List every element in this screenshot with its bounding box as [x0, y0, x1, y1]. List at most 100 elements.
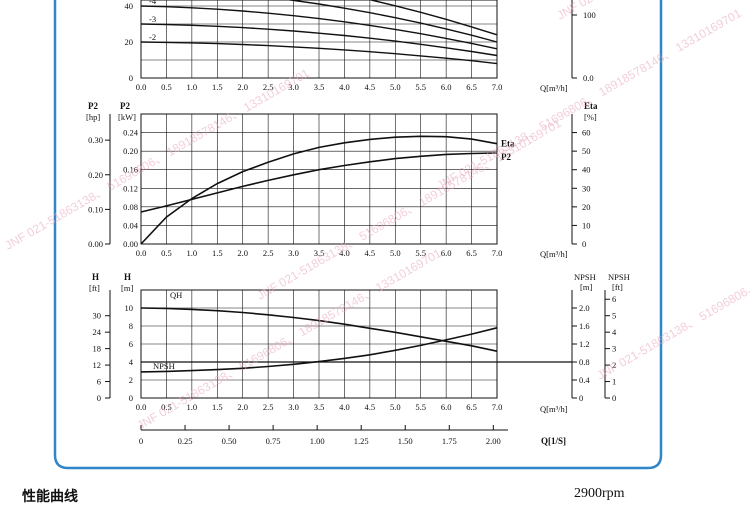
head-curve-label: -3 — [149, 14, 156, 24]
head-right-tick-label: 0.0 — [583, 73, 594, 83]
x-tick-label: 5.0 — [390, 248, 401, 258]
flow-tick-label: 1.00 — [310, 436, 325, 446]
eta-tick-label: 60 — [582, 128, 591, 138]
npsh-m-tick-label: 2.0 — [579, 303, 590, 313]
npsh-ft-tick-label: 6 — [612, 294, 616, 304]
x-tick-label: 6.0 — [441, 82, 452, 92]
x-tick-label: 0.5 — [161, 82, 172, 92]
m-axis-title: H — [124, 272, 131, 282]
m-tick-label: 8 — [129, 321, 133, 331]
m-tick-label: 6 — [129, 339, 133, 349]
npsh-ft-tick-label: 3 — [612, 344, 616, 354]
flow-tick-label: 2.00 — [486, 436, 501, 446]
x-tick-label: 0.0 — [136, 248, 147, 258]
ft-axis-title: H — [92, 272, 99, 282]
kw-tick-label: 0.04 — [123, 220, 139, 230]
x-tick-label: 0.0 — [136, 402, 147, 412]
flow-tick-label: 0.25 — [178, 436, 193, 446]
x-tick-label: 5.5 — [415, 402, 426, 412]
flow-tick-label: 0.50 — [222, 436, 237, 446]
eta-tick-label: 0 — [582, 239, 586, 249]
head-right-tick-label: 100 — [583, 10, 596, 20]
npsh-ft-tick-label: 4 — [612, 327, 617, 337]
npsh-ft-axis-unit: [ft] — [612, 282, 623, 292]
head-curve-label: -4 — [149, 0, 157, 6]
ft-tick-label: 0 — [97, 393, 101, 403]
ft-tick-label: 12 — [93, 360, 102, 370]
qh-curve-label: QH — [170, 290, 182, 300]
x-tick-label: 6.5 — [466, 82, 477, 92]
x-tick-label: 5.0 — [390, 402, 401, 412]
head-x-axis-label: Q[m³/h] — [540, 83, 568, 93]
eta-tick-label: 50 — [582, 146, 591, 156]
head-y-tick-label: 0 — [129, 73, 133, 83]
x-tick-label: 1.5 — [212, 402, 223, 412]
ft-tick-label: 18 — [93, 344, 102, 354]
x-tick-label: 6.0 — [441, 402, 452, 412]
qh-x-axis-label: Q[m³/h] — [540, 404, 568, 414]
m-tick-label: 2 — [129, 375, 133, 385]
watermark-text: JNF 021-51863138、 51696806、 18918578146、… — [3, 66, 312, 253]
hp-tick-label: 0.30 — [88, 135, 103, 145]
x-tick-label: 6.5 — [466, 402, 477, 412]
x-tick-label: 5.5 — [415, 82, 426, 92]
x-tick-label: 2.0 — [237, 82, 248, 92]
kw-tick-label: 0.24 — [123, 128, 139, 138]
npsh-m-tick-label: 0.4 — [579, 375, 590, 385]
ft-tick-label: 6 — [97, 377, 101, 387]
power-x-axis-label: Q[m³/h] — [540, 249, 568, 259]
ft-tick-label: 30 — [93, 311, 102, 321]
x-tick-label: 5.0 — [390, 82, 401, 92]
hp-axis-unit: [hp] — [86, 112, 100, 122]
npsh-m-axis-unit: [m] — [580, 282, 592, 292]
npsh-ft-tick-label: 1 — [612, 377, 616, 387]
eta-tick-label: 10 — [582, 220, 591, 230]
ft-tick-label: 24 — [93, 327, 102, 337]
x-tick-label: 1.5 — [212, 248, 223, 258]
eta-tick-label: 30 — [582, 183, 591, 193]
x-tick-label: 0.0 — [136, 82, 147, 92]
x-tick-label: 2.5 — [263, 248, 274, 258]
x-tick-label: 1.0 — [187, 248, 198, 258]
flow-tick-label: 1.50 — [398, 436, 413, 446]
flow-tick-label: 1.75 — [442, 436, 457, 446]
x-tick-label: 2.0 — [237, 248, 248, 258]
m-tick-label: 10 — [125, 303, 134, 313]
hp-tick-label: 0.00 — [88, 239, 103, 249]
x-tick-label: 3.0 — [288, 402, 299, 412]
npsh-ft-tick-label: 5 — [612, 311, 616, 321]
npsh-m-axis-title: NPSH — [574, 272, 596, 282]
npsh-m-tick-label: 1.2 — [579, 339, 590, 349]
m-axis-unit: [m] — [121, 283, 133, 293]
eta-tick-label: 20 — [582, 202, 591, 212]
ft-axis-unit: [ft] — [89, 283, 100, 293]
m-tick-label: 4 — [129, 357, 134, 367]
x-tick-label: 1.0 — [187, 82, 198, 92]
x-tick-label: 0.5 — [161, 248, 172, 258]
m-tick-label: 0 — [129, 393, 133, 403]
x-tick-label: 1.5 — [212, 82, 223, 92]
npsh-m-tick-label: 1.6 — [579, 321, 590, 331]
kw-tick-label: 0.00 — [123, 239, 138, 249]
x-tick-label: 3.5 — [314, 82, 325, 92]
npsh-m-tick-label: 0 — [579, 393, 583, 403]
kw-axis-title: P2 — [120, 101, 130, 111]
x-tick-label: 4.5 — [365, 402, 376, 412]
kw-tick-label: 0.08 — [123, 202, 138, 212]
x-tick-label: 2.5 — [263, 402, 274, 412]
x-tick-label: 3.5 — [314, 402, 325, 412]
x-tick-label: 7.0 — [492, 248, 503, 258]
npsh-ft-axis-title: NPSH — [608, 272, 630, 282]
x-tick-label: 3.0 — [288, 248, 299, 258]
x-tick-label: 7.0 — [492, 82, 503, 92]
x-tick-label: 4.5 — [365, 248, 376, 258]
flow-tick-label: 1.25 — [354, 436, 369, 446]
npsh-m-tick-label: 0.8 — [579, 357, 590, 367]
hp-tick-label: 0.20 — [88, 170, 103, 180]
x-tick-label: 4.0 — [339, 82, 350, 92]
kw-axis-unit: [kW] — [118, 112, 136, 122]
footer-title: 性能曲线 — [22, 486, 78, 506]
eta-tick-label: 40 — [582, 165, 591, 175]
